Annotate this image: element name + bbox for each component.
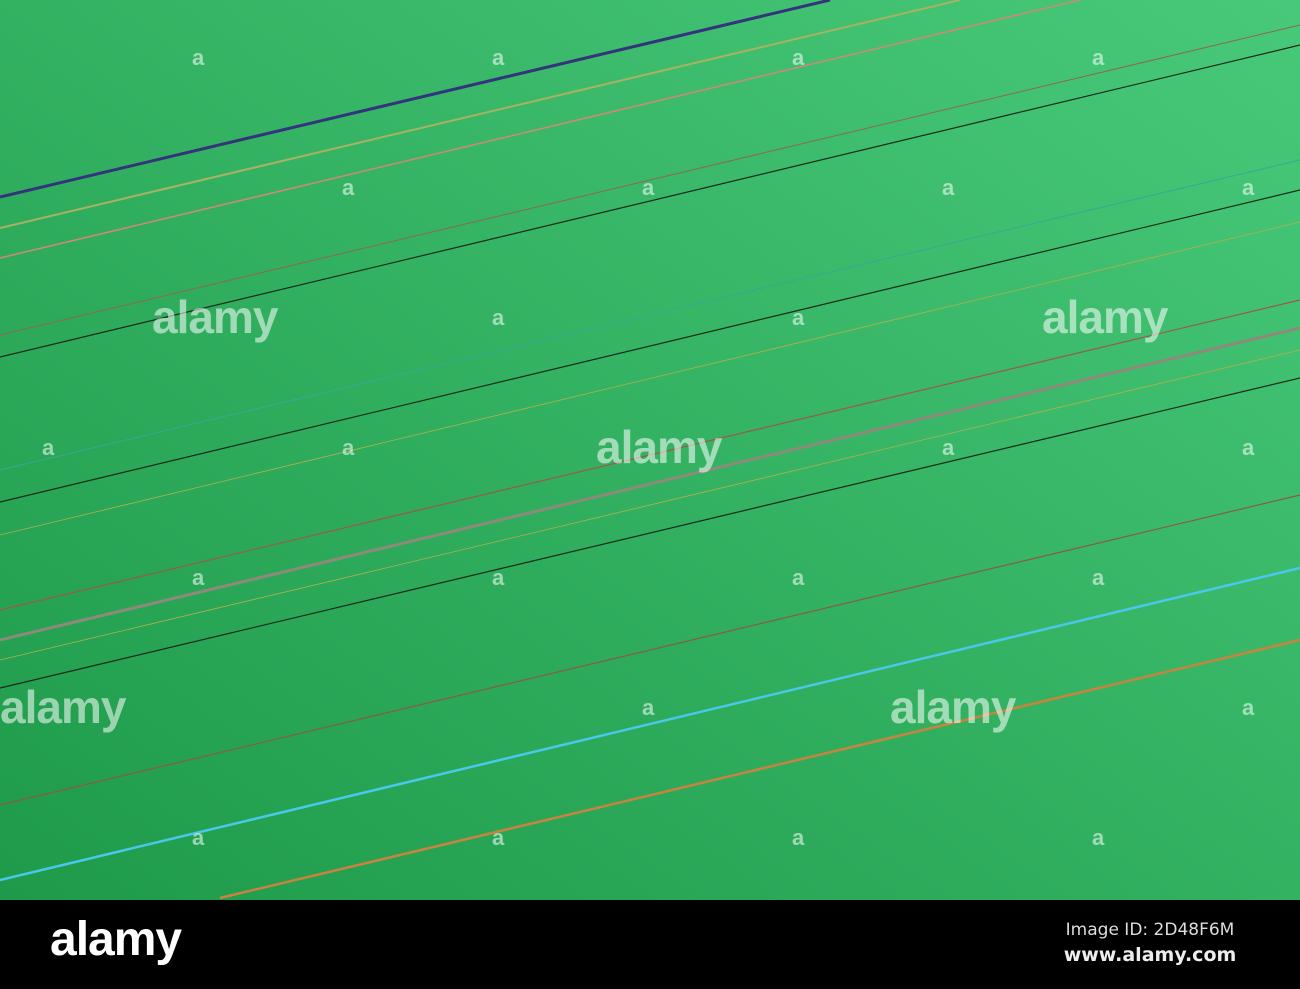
watermark-glyph: a [792, 305, 805, 330]
watermark-glyph: a [642, 695, 655, 720]
watermark-glyph: a [192, 45, 205, 70]
website-url: www.alamy.com [1063, 944, 1237, 966]
alamy-logo: alamy [50, 913, 182, 966]
diagonal-line [0, 221, 1300, 536]
watermark-glyph: a [792, 45, 805, 70]
diagonal-line [0, 159, 1300, 471]
watermark-glyph: a [192, 565, 205, 590]
watermark-glyph: a [642, 175, 655, 200]
diagonal-line [0, 566, 1300, 882]
watermark-glyph: a [1242, 695, 1255, 720]
diagonal-line [0, 189, 1300, 503]
watermark-glyph: a [42, 435, 55, 460]
watermark-glyph: a [1092, 45, 1105, 70]
diagonal-line [0, 377, 1300, 689]
watermark-glyph: a [492, 825, 505, 850]
watermark-glyph: a [342, 175, 355, 200]
diagonal-line [0, 494, 1300, 806]
diagonal-line [0, 0, 831, 199]
abstract-diagonal-lines-artwork [0, 0, 1300, 900]
diagonal-line [0, 299, 1300, 611]
watermark-glyph: a [1092, 825, 1105, 850]
diagonal-line [219, 638, 1300, 900]
watermark-text: alamy [1042, 291, 1168, 343]
watermark-glyph: a [1242, 175, 1255, 200]
watermark-glyph: a [492, 565, 505, 590]
diagonal-line [0, 44, 1300, 358]
watermark-glyph: a [1242, 435, 1255, 460]
diagonal-line [0, 0, 961, 229]
diagonal-line [0, 0, 1081, 259]
watermark-glyph: a [492, 305, 505, 330]
watermark-glyph: a [942, 175, 955, 200]
watermark-text: alamy [0, 681, 126, 733]
image-id: Image ID: 2D48F6M [1065, 920, 1235, 940]
watermark-glyph: a [1092, 565, 1105, 590]
footer-bar: alamy Image ID: 2D48F6M www.alamy.com [0, 900, 1300, 989]
watermark-glyph: a [792, 825, 805, 850]
watermark-text: alamy [152, 291, 278, 343]
watermark-glyph: a [492, 45, 505, 70]
watermark-text: alamy [890, 681, 1016, 733]
watermark-text: alamy [596, 421, 722, 473]
diagonal-line [0, 24, 1300, 336]
watermark-glyph: a [342, 435, 355, 460]
watermark-glyph: a [192, 825, 205, 850]
watermark-glyph: a [792, 565, 805, 590]
diagonal-line [0, 349, 1300, 661]
watermark-glyph: a [942, 435, 955, 460]
diagonal-line [0, 326, 1300, 642]
